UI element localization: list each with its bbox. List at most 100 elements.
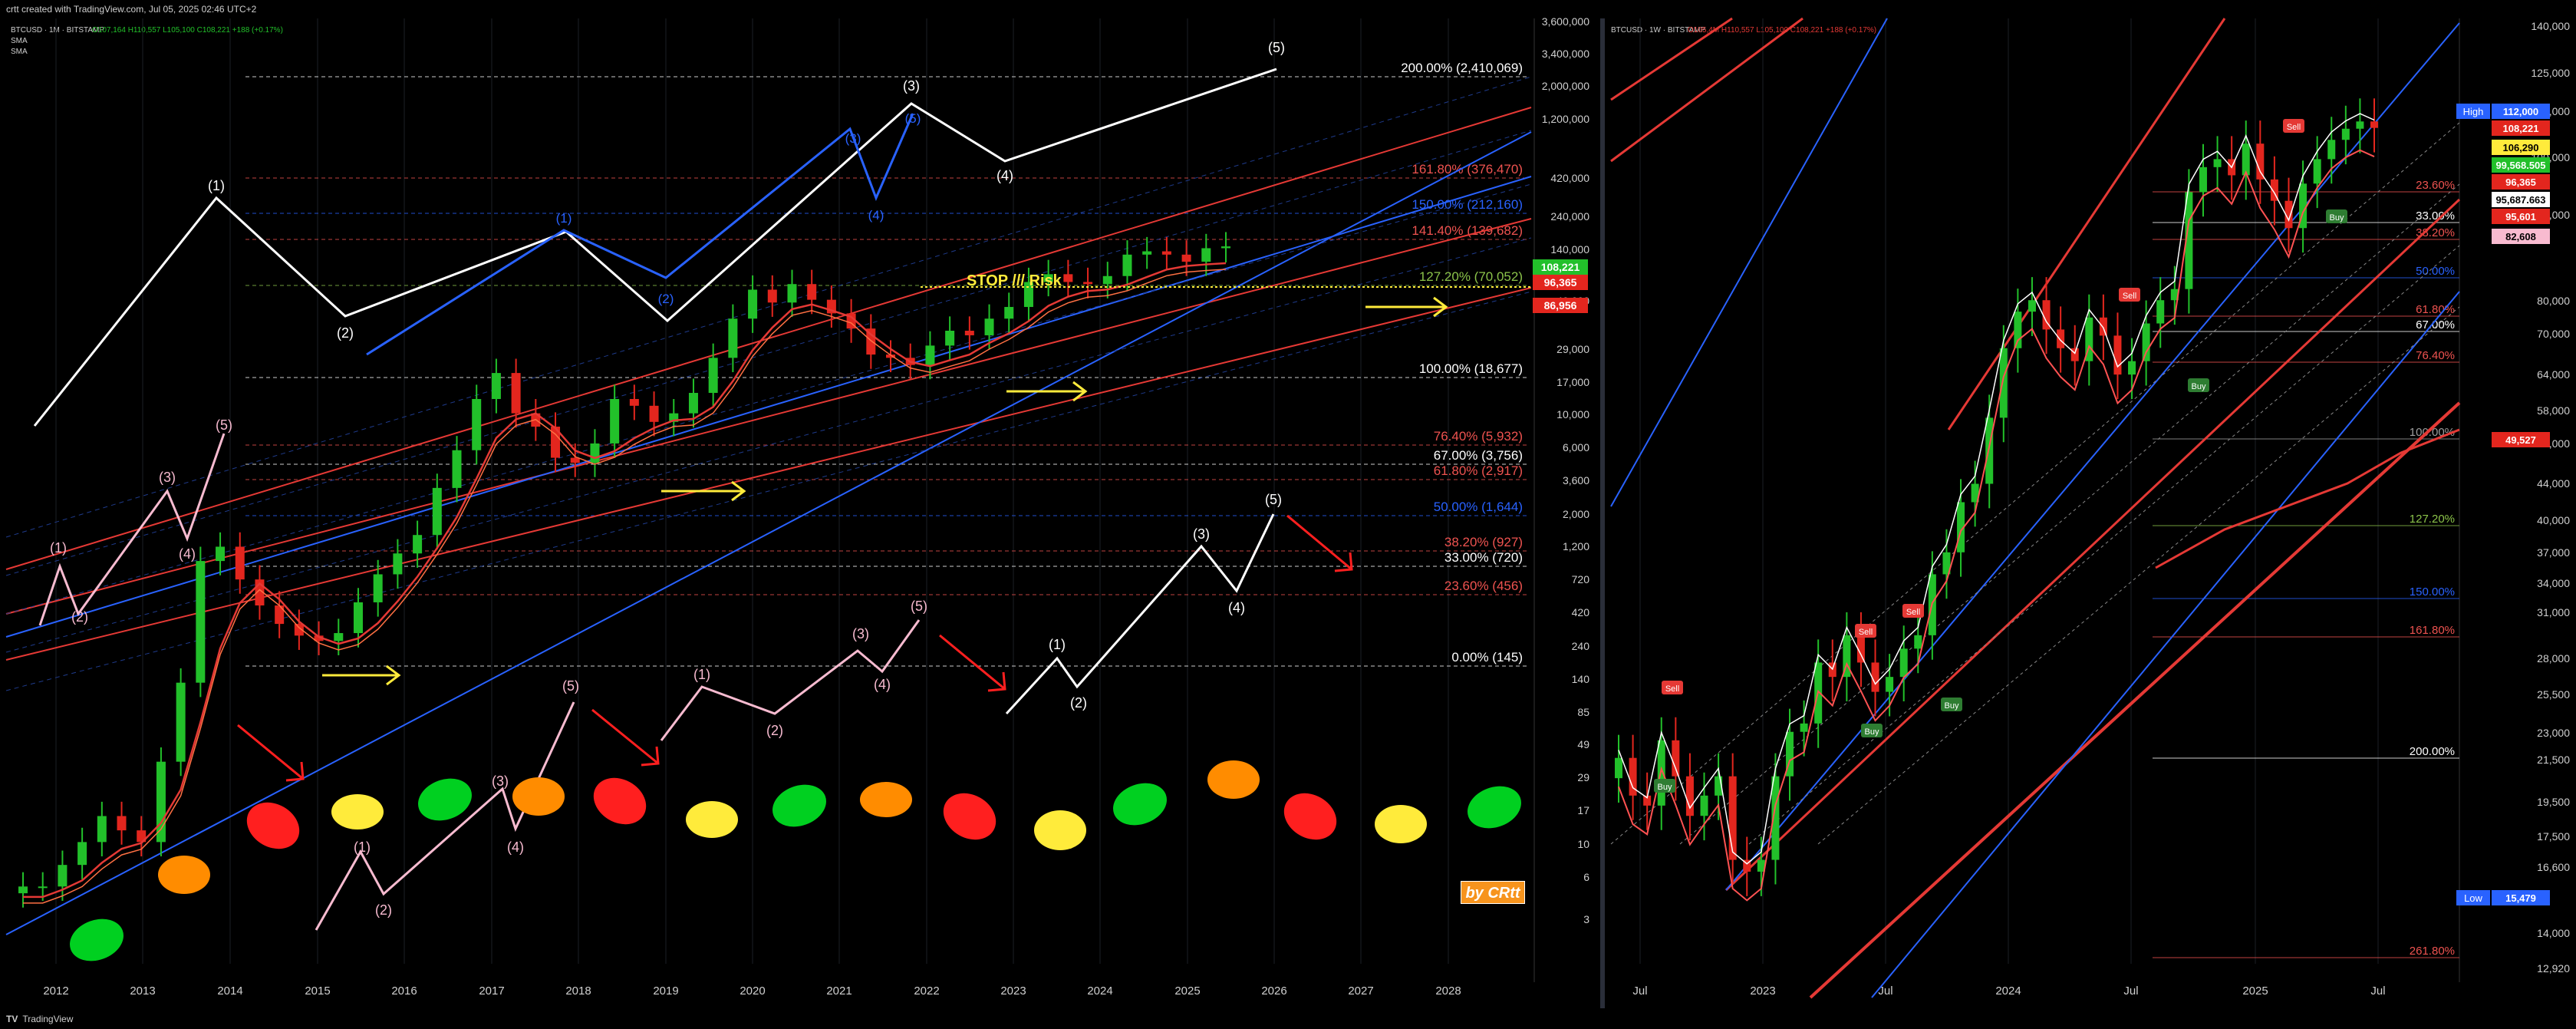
left-fib-label-13: 0.00% (145) [1451, 650, 1523, 665]
right-candle-body [1886, 677, 1894, 692]
left-ohlc: O107,164 H110,557 L105,100 C108,221 +188… [92, 26, 283, 35]
right-fib-label-2: 38.20% [2416, 226, 2455, 239]
right-candle-body [2085, 317, 2093, 361]
right-price-badge-text-5: 95,687.663 [2495, 194, 2545, 206]
right-candle-body [1672, 740, 1680, 777]
right-candle-body [1715, 776, 1723, 796]
left-y-tick-8: 29,000 [1556, 343, 1589, 355]
left-stop-risk-label: STOP /// Risk [967, 272, 1062, 289]
left-channel-dashed-4 [5, 291, 1532, 691]
left-x-tick-2023: 2023 [1000, 984, 1026, 998]
right-price-badge-3 [2492, 157, 2550, 173]
right-fib-label-11: 200.00% [2410, 745, 2455, 758]
right-candle-body [2042, 300, 2051, 330]
left-fib-label-7: 67.00% (3,756) [1434, 448, 1523, 463]
left-candle-body [156, 761, 166, 843]
left-channel-blue-steep [5, 131, 1532, 935]
left-x-tick-2024: 2024 [1087, 984, 1112, 998]
left-y-tick-0: 3,600,000 [1542, 15, 1589, 28]
right-candle-body [1999, 348, 2008, 418]
right-signal-label-8: Sell [2287, 123, 2301, 132]
right-signal-label-4: Buy [1865, 727, 1879, 737]
right-candle-body [2284, 200, 2293, 229]
left-x-tick-2017: 2017 [479, 984, 504, 998]
right-price-badge-text-9: 15,479 [2505, 892, 2536, 904]
left-red-arrow-0 [237, 724, 304, 780]
right-signal-buy-4 [1861, 724, 1883, 737]
right-candle-body [2313, 159, 2321, 184]
left-x-tick-2028: 2028 [1435, 984, 1461, 998]
left-cycle-ellipse-14 [1283, 793, 1337, 840]
left-y-tick-15: 720 [1572, 573, 1590, 585]
right-y-tick-1: 125,000 [2531, 67, 2570, 79]
right-candle-body [2327, 140, 2336, 160]
right-candle-body [1971, 483, 1979, 503]
right-candle-body [1700, 795, 1708, 816]
right-signal-buy-5 [1941, 698, 1962, 711]
left-candle-body [393, 553, 403, 575]
right-price-badge-text-6: 95,601 [2505, 211, 2536, 223]
left-sma-red [23, 262, 1227, 899]
right-candle-body [2113, 335, 2122, 375]
left-x-tick-2018: 2018 [565, 984, 591, 998]
right-gray-dashed-3 [1817, 306, 2460, 845]
right-candle-body [1657, 740, 1665, 806]
panel-divider[interactable] [1600, 18, 1605, 1008]
left-y-tick-16: 420 [1572, 606, 1590, 618]
left-y-tick-10: 10,000 [1556, 408, 1589, 421]
left-x-tick-2014: 2014 [217, 984, 242, 998]
left-candle-body [452, 450, 462, 488]
left-fib-label-5: 100.00% (18,677) [1419, 361, 1523, 376]
left-candle-body [748, 289, 758, 319]
right-candle-body [2299, 183, 2308, 229]
left-cycle-ellipse-6 [593, 777, 647, 825]
right-price-badge-9 [2492, 890, 2550, 905]
left-wave-pink-2-label-4: (5) [562, 678, 579, 694]
right-signal-label-7: Buy [2192, 382, 2206, 391]
right-candle-body [2242, 143, 2250, 176]
left-fib-label-10: 38.20% (927) [1444, 535, 1523, 549]
left-wave-pink-mid-label-2: (3) [852, 626, 869, 641]
right-candle-body [1843, 635, 1851, 678]
right-candle-body [2270, 179, 2278, 201]
right-y-tick-10: 44,000 [2537, 477, 2570, 490]
right-candle-body [1871, 662, 1879, 692]
left-y-tick-13: 2,000 [1563, 508, 1589, 520]
right-symbol-title: BTCUSD · 1W · BITSTAMP [1611, 26, 1705, 35]
left-cycle-ellipse-8 [772, 784, 826, 827]
left-candle-body [551, 426, 561, 458]
left-cycle-ellipse-15 [1375, 805, 1427, 843]
right-fib-label-10: 161.80% [2410, 624, 2455, 637]
left-cycle-ellipse-3 [331, 794, 384, 829]
right-signal-label-1: Buy [1658, 783, 1672, 792]
left-yellow-arrowhead-2 [1072, 381, 1088, 402]
right-candle-body [2070, 348, 2079, 361]
left-cycle-ellipse-5 [512, 777, 565, 816]
right-red-curve [2155, 428, 2460, 569]
left-y-tick-1: 3,400,000 [1542, 48, 1589, 60]
left-y-tick-18: 140 [1572, 673, 1590, 685]
left-candle-body [353, 602, 363, 634]
left-x-tick-2019: 2019 [653, 984, 678, 998]
left-cycle-ellipse-9 [860, 782, 912, 817]
right-x-tick-3: 2024 [1995, 984, 2021, 998]
right-candle-body [2057, 329, 2065, 348]
right-x-tick-0: Jul [1632, 984, 1647, 998]
chart-footer: TV TradingView [0, 1009, 2576, 1029]
left-y-tick-22: 17 [1577, 804, 1589, 816]
left-candle-body [570, 457, 580, 463]
left-wave-white-bottom-label-3: (4) [1228, 600, 1245, 615]
left-fib-label-4: 127.20% (70,052) [1419, 269, 1523, 284]
left-x-tick-2015: 2015 [305, 984, 330, 998]
left-candle-body [629, 398, 639, 406]
right-y-tick-15: 28,000 [2537, 652, 2570, 665]
right-signal-label-9: Buy [2330, 213, 2344, 223]
left-y-tick-14: 1,200 [1563, 540, 1589, 552]
left-candle-body [472, 398, 482, 450]
right-red-line-b [1610, 17, 1804, 163]
right-signal-label-6: Sell [2123, 292, 2136, 301]
left-channel-dashed-2 [5, 183, 1532, 615]
right-candle-body [2370, 121, 2378, 128]
author-badge: by CRtt [1461, 881, 1525, 904]
right-candle-body [1643, 795, 1652, 806]
